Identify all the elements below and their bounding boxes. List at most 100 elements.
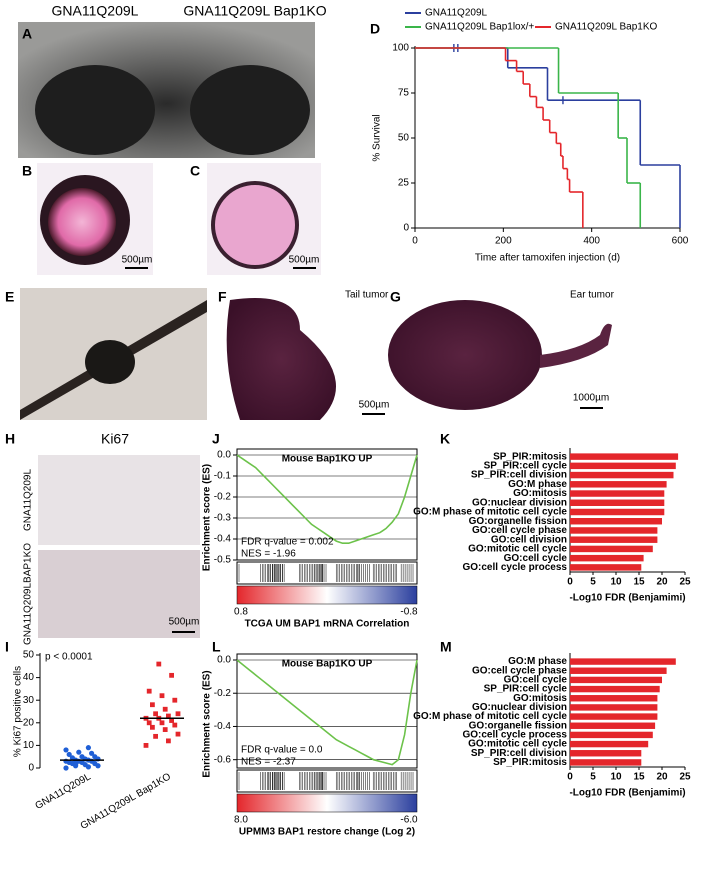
x-tick-label: 5 [590, 577, 596, 588]
x-tick-label: 20 [656, 577, 668, 588]
dot [172, 722, 178, 728]
bar [570, 462, 676, 470]
barcode-frame [236, 561, 418, 585]
panel-letter: C [190, 163, 200, 179]
dot [76, 749, 82, 755]
y-axis-label: % Ki67 positive cells [13, 666, 24, 757]
category-label: GO:nuclear division [472, 702, 567, 713]
mouse-2 [190, 65, 310, 155]
annotation: FDR q-value = 0.002 [241, 537, 334, 548]
x-tick-label: 0 [567, 577, 573, 588]
y-tick-label: -0.6 [214, 754, 232, 765]
panel-letter: L [212, 639, 221, 655]
bar [570, 759, 642, 766]
histology-tail [226, 298, 336, 420]
category-label: SP_PIR:cell division [471, 470, 567, 481]
x-tick-label: 15 [633, 772, 645, 783]
row-label: GNA11Q209LBAP1KO [23, 543, 34, 645]
category-label: GO:mitotic cell cycle [468, 544, 567, 555]
dot [92, 754, 98, 760]
eye-c [211, 181, 299, 269]
dot [146, 720, 152, 726]
eye-b-lens [48, 188, 116, 256]
y-tick-label: -0.4 [214, 721, 232, 732]
panel-letter: M [440, 639, 452, 655]
category-label: SP_PIR:cell division [471, 748, 567, 759]
tumor-label: Ear tumor [570, 290, 615, 301]
bar [570, 471, 674, 479]
mouse-label: GNA11Q209L Bap1KO [183, 3, 326, 19]
panel-letter: G [390, 289, 401, 305]
y-axis-label: Enrichment score (ES) [202, 464, 213, 571]
scale-label: 1000µm [573, 393, 609, 404]
category-label: SP_PIR:cell cycle [484, 684, 568, 695]
dot [156, 661, 162, 667]
histology-ear [388, 300, 542, 410]
bar [570, 704, 658, 711]
dot [166, 738, 171, 744]
bar [570, 676, 662, 684]
category-label: GO:M phase [508, 656, 567, 667]
panel-letter: B [22, 163, 32, 179]
bar [570, 750, 642, 757]
legend-label: GNA11Q209L Bap1lox/+ [425, 22, 534, 33]
colorbar [236, 793, 418, 813]
dot [153, 711, 158, 717]
panel-letter: H [5, 431, 15, 447]
category-label: SP_PIR:mitosis [493, 757, 567, 768]
y-tick-label: 50 [398, 133, 410, 144]
dot [63, 747, 69, 753]
tumor-label: Tail tumor [345, 290, 389, 301]
gsea-title: Mouse Bap1KO UP [282, 659, 373, 670]
bar [570, 685, 660, 693]
x-tick-label: 25 [679, 772, 691, 783]
y-axis-label: Enrichment score (ES) [202, 670, 213, 777]
bar [570, 667, 667, 674]
y-tick-label: 100 [392, 43, 409, 54]
dot [66, 751, 72, 758]
scale-label: 500µm [169, 617, 200, 628]
category-label: SP_PIR:mitosis [493, 451, 567, 462]
category-label: GO:mitotic cell cycle [468, 739, 567, 750]
bar [570, 740, 649, 748]
scale-label: 500µm [122, 255, 153, 266]
dot [89, 750, 95, 756]
row-label: GNA11Q209L [23, 469, 34, 532]
x-axis-label: Time after tamoxifen injection (d) [475, 253, 620, 264]
category-label: GO:cell cycle phase [472, 665, 567, 676]
bar [570, 518, 662, 525]
category-label: GO:cell cycle phase [472, 525, 567, 536]
annotation: FDR q-value = 0.0 [241, 745, 323, 756]
category-label: GO:cell cycle [504, 675, 568, 686]
bar [570, 490, 665, 497]
x-axis-label: -Log10 FDR (Benjamimi) [569, 593, 685, 604]
es-curve [236, 659, 418, 766]
dot [175, 731, 181, 737]
x-axis-label: TCGA UM BAP1 mRNA Correlation [245, 619, 410, 630]
category-label: GO:cell cycle process [462, 562, 567, 573]
dot [169, 718, 174, 723]
ihc-control [38, 455, 200, 545]
y-tick-label: -0.2 [214, 688, 232, 699]
dot [166, 713, 171, 719]
dot [150, 724, 155, 730]
legend-label: GNA11Q209L [425, 8, 488, 19]
bar [570, 554, 644, 562]
dot [159, 693, 165, 699]
dot [85, 745, 91, 751]
x-tick-label: 20 [656, 772, 668, 783]
annotation: p < 0.0001 [45, 652, 93, 663]
x-axis-label: -Log10 FDR (Benjamimi) [569, 788, 685, 799]
panel-letter: F [218, 289, 227, 305]
panel-letter: K [440, 431, 450, 447]
y-tick-label: 50 [23, 650, 35, 661]
y-tick-label: -0.4 [214, 534, 232, 545]
colorbar-label: 8.0 [234, 815, 248, 826]
category-label: GO:M phase of mitotic cell cycle [413, 507, 567, 518]
category-label: GO:organelle fission [469, 516, 567, 527]
y-tick-label: 75 [398, 88, 410, 99]
panel-letter: J [212, 431, 220, 447]
x-tick-label: 15 [633, 577, 645, 588]
y-tick-label: 20 [23, 717, 35, 728]
category-label: GO:nuclear division [472, 497, 567, 508]
